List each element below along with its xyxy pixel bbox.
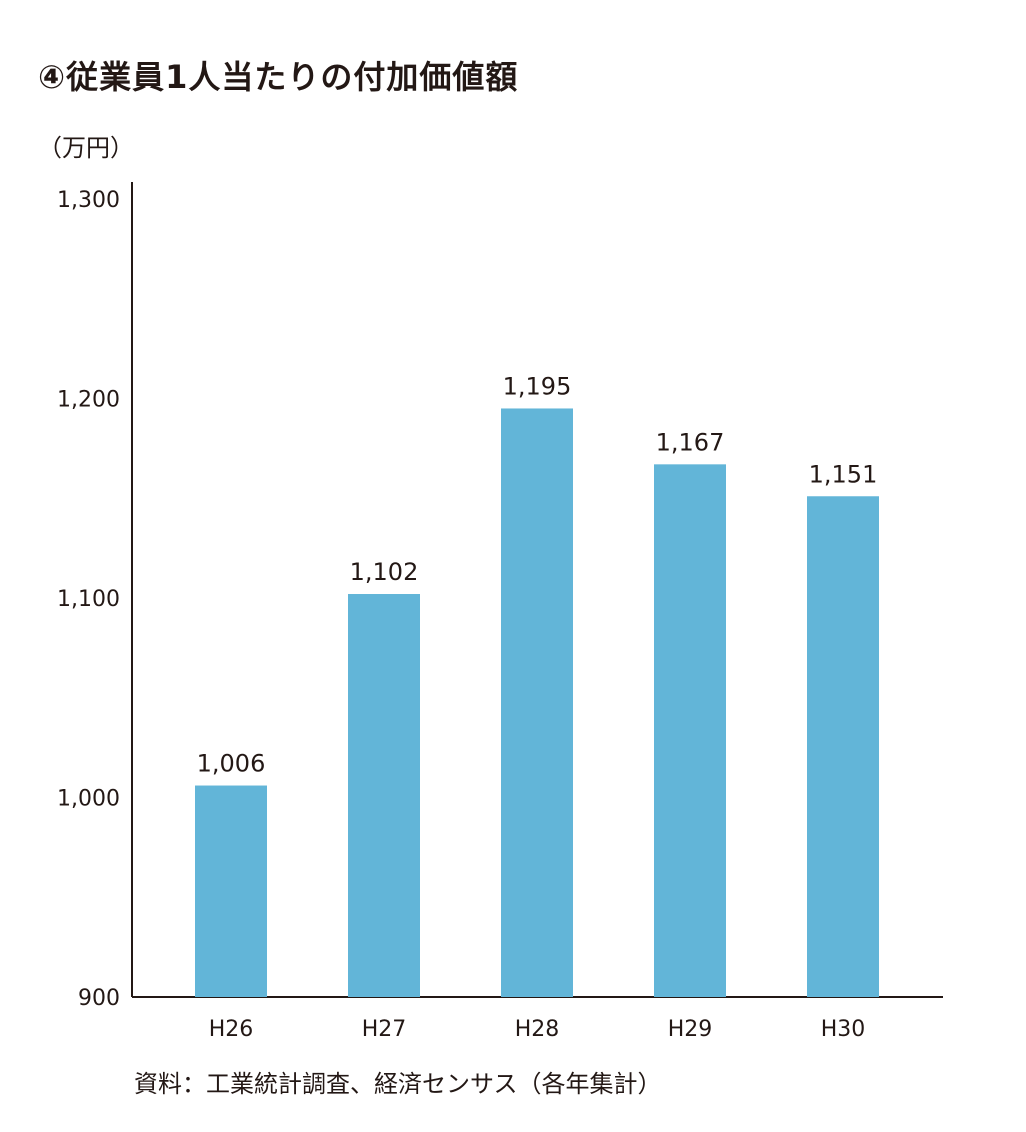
data-label: 1,167 xyxy=(656,428,725,456)
bar xyxy=(195,785,267,997)
y-tick-label: 1,000 xyxy=(57,787,120,812)
bar xyxy=(348,594,420,997)
bar xyxy=(654,464,726,998)
y-axis-unit-label: （万円） xyxy=(38,134,134,162)
data-label: 1,195 xyxy=(503,372,572,400)
x-tick-label: H29 xyxy=(668,1017,713,1042)
y-tick-label: 1,200 xyxy=(57,388,120,413)
bar xyxy=(501,408,573,998)
chart-title: ④従業員1人当たりの付加価値額 xyxy=(38,58,519,96)
data-label: 1,006 xyxy=(197,750,266,778)
x-tick-label: H27 xyxy=(362,1017,407,1042)
x-tick-label: H30 xyxy=(821,1017,866,1042)
y-tick-label: 900 xyxy=(78,986,120,1011)
bar xyxy=(807,496,879,997)
x-tick-label: H28 xyxy=(515,1017,560,1042)
data-label: 1,102 xyxy=(350,558,419,586)
y-tick-label: 1,100 xyxy=(57,587,120,612)
y-tick-label: 1,300 xyxy=(57,188,120,213)
source-note: 資料：工業統計調査、経済センサス（各年集計） xyxy=(134,1070,662,1098)
data-label: 1,151 xyxy=(809,460,878,488)
x-tick-label: H26 xyxy=(209,1017,254,1042)
